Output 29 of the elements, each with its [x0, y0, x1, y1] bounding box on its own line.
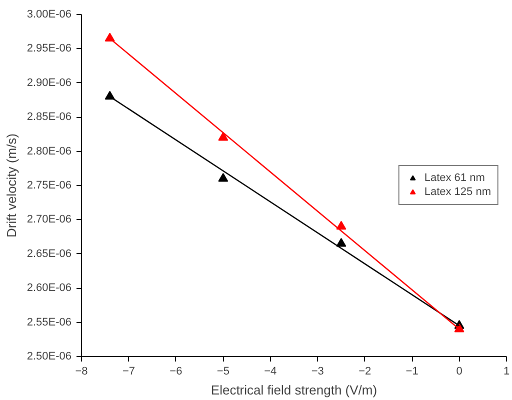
y-tick-label: 2.80E-06 [26, 145, 72, 158]
y-tick-label: 2.90E-06 [26, 76, 72, 89]
x-tick-label: −7 [122, 366, 135, 378]
legend-label: Latex 125 nm [424, 186, 491, 198]
y-tick-label: 2.65E-06 [26, 248, 72, 260]
x-tick-label: −1 [406, 366, 418, 378]
y-tick-label: 2.60E-06 [26, 282, 72, 294]
y-tick-label: 2.70E-06 [26, 214, 72, 226]
x-tick-label: 0 [456, 366, 462, 378]
x-tick-label: −3 [311, 366, 324, 378]
x-axis-title: Electrical field strength (V/m) [210, 382, 378, 398]
x-tick-label: −6 [170, 366, 182, 378]
y-tick-label: 2.95E-06 [26, 42, 72, 55]
y-tick-label: 2.75E-06 [26, 180, 72, 192]
y-tick-label: 3.00E-06 [26, 8, 72, 20]
x-tick-label: −2 [358, 366, 372, 378]
x-tick-label: 1 [503, 366, 510, 378]
x-tick-label: −5 [216, 366, 230, 378]
y-tick-label: 2.85E-06 [26, 111, 72, 124]
y-tick-label: 2.55E-06 [26, 316, 72, 328]
point [218, 132, 228, 141]
x-tick-label: −4 [264, 366, 277, 378]
y-tick-label: 2.50E-06 [26, 350, 72, 362]
point [336, 238, 346, 247]
y-axis-title: Drift velocity (m/s) [4, 134, 19, 238]
x-tick-label: −8 [75, 366, 88, 378]
point [336, 220, 346, 230]
point [218, 172, 228, 182]
legend-label: Latex 61 nm [424, 172, 485, 184]
